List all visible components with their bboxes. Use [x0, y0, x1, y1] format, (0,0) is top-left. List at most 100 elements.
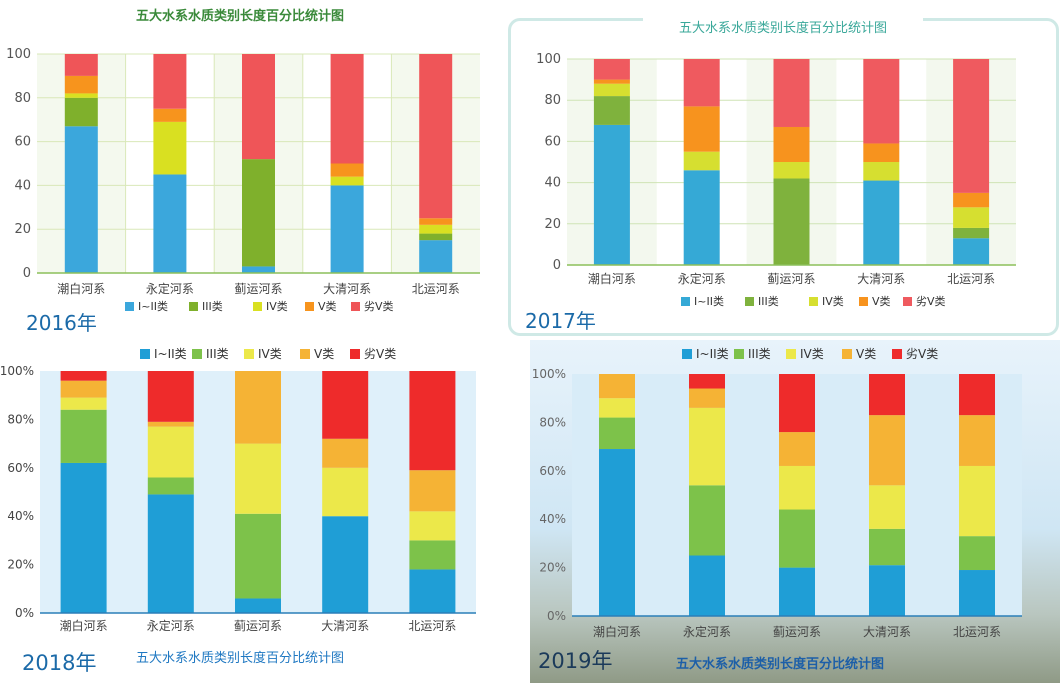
bar-segment — [147, 426, 194, 478]
bar-segment — [147, 421, 194, 427]
x-category-label: 北运河系 — [408, 619, 456, 633]
bar-segment — [419, 240, 453, 273]
bar-segment — [242, 54, 275, 160]
bar-segment — [773, 178, 810, 265]
y-tick-label: 60 — [544, 134, 561, 149]
legend-label: III类 — [202, 299, 223, 313]
bar-segment — [153, 121, 187, 175]
bar-segment — [863, 180, 900, 265]
bar-segment — [322, 371, 369, 439]
chart-2017: 0 20 40 60 80 100 潮白河系 永定河系 蓟运河系 大清河系 北运河系 I~II类 III… — [525, 15, 1016, 333]
x-category-label: 蓟运河系 — [234, 619, 282, 633]
bar-segment — [953, 59, 990, 193]
year-label: 2016年 — [26, 311, 97, 335]
x-category-label: 大清河系 — [857, 272, 905, 286]
y-tick-label: 80% — [539, 415, 566, 429]
bar-segment — [779, 432, 815, 466]
bar-segment — [599, 449, 635, 616]
bar-segment — [242, 266, 275, 273]
bar-segment — [330, 185, 364, 273]
legend-swatch — [351, 302, 360, 311]
legend-label: I~II类 — [138, 299, 168, 313]
bar-segment — [153, 108, 187, 122]
chart-panel-2016: 0 20 40 60 80 100 潮白河系 永定河系 蓟运河系 大清河系 北运河系 I~II类 III… — [0, 0, 494, 340]
legend-swatch — [682, 349, 692, 359]
legend-label: V类 — [856, 347, 876, 361]
x-category-label: 北运河系 — [412, 282, 460, 296]
bar-segment — [235, 371, 281, 444]
legend-swatch — [125, 302, 134, 311]
y-tick-label: 80 — [544, 93, 561, 108]
x-category-label: 永定河系 — [683, 624, 731, 639]
y-tick-label: 40% — [539, 512, 566, 526]
y-tick-label: 100% — [0, 364, 34, 378]
bar-segment — [593, 96, 630, 125]
bar-segment — [683, 59, 720, 107]
bar-segment — [60, 371, 107, 381]
legend-label: I~II类 — [694, 294, 724, 308]
bar-segment — [869, 565, 905, 616]
legend-label: III类 — [758, 294, 779, 308]
bar-segment — [863, 59, 900, 144]
x-category-label: 潮白河系 — [588, 271, 636, 286]
chart-title: 五大水系水质类别长度百分比统计图 — [136, 8, 344, 24]
legend-swatch — [305, 302, 314, 311]
bar-segment — [593, 124, 630, 265]
legend-label: 劣V类 — [364, 347, 396, 361]
x-category-label: 蓟运河系 — [234, 282, 282, 296]
bar-segment — [689, 555, 725, 616]
bar-segment — [779, 509, 815, 568]
bar-segment — [330, 163, 364, 177]
y-tick-label: 100 — [6, 47, 31, 62]
chart-title: 五大水系水质类别长度百分比统计图 — [676, 656, 884, 672]
legend-swatch — [681, 297, 690, 306]
bar-segment — [60, 380, 107, 398]
bar-segment — [689, 485, 725, 556]
bar-segment — [147, 477, 194, 495]
legend-swatch — [786, 349, 796, 359]
legend-label: III类 — [748, 347, 771, 361]
x-category-label: 潮白河系 — [57, 281, 105, 296]
bar-segment — [60, 409, 107, 463]
y-tick-label: 100% — [532, 367, 566, 381]
x-category-label: 北运河系 — [953, 625, 1001, 639]
bar-segment — [419, 218, 453, 225]
chart-panel-2018: 0% 20% 40% 60% 80% 100% 潮白河系 永定河系 蓟运河系 大清河系 北运河系 I~… — [0, 340, 492, 683]
bar-segment — [235, 443, 281, 514]
bar-segment — [419, 54, 453, 219]
y-tick-label: 80% — [7, 412, 34, 426]
bar-segment — [60, 462, 107, 613]
y-tick-label: 20 — [544, 217, 561, 232]
bar-segment — [863, 162, 900, 181]
bar-segment — [409, 371, 456, 471]
legend-label: V类 — [314, 347, 334, 361]
bar-segment — [953, 207, 990, 228]
bar-segment — [409, 569, 456, 613]
legend-label: V类 — [872, 294, 891, 308]
year-label: 2017年 — [525, 309, 596, 333]
bar-segment — [959, 415, 995, 466]
x-category-label: 大清河系 — [863, 625, 911, 639]
bar-segment — [683, 151, 720, 171]
bar-segment — [64, 75, 98, 94]
legend-swatch — [842, 349, 852, 359]
bar-segment — [683, 170, 720, 265]
bar-segment — [599, 398, 635, 418]
bar-segment — [869, 374, 905, 416]
bar-segment — [869, 485, 905, 529]
bar-segment — [153, 54, 187, 109]
bar-segment — [147, 371, 194, 422]
legend-swatch — [244, 349, 254, 359]
legend-label: III类 — [206, 347, 229, 361]
bar-segment — [322, 438, 369, 468]
legend-swatch — [192, 349, 202, 359]
bar-segment — [773, 126, 810, 162]
bar-segment — [689, 374, 725, 389]
chart-title: 五大水系水质类别长度百分比统计图 — [136, 650, 344, 666]
x-category-label: 永定河系 — [147, 618, 195, 633]
chart-2016: 0 20 40 60 80 100 潮白河系 永定河系 蓟运河系 大清河系 北运河系 I~II类 III… — [6, 8, 480, 335]
legend-label: IV类 — [266, 299, 288, 313]
bar-segment — [599, 417, 635, 450]
bar-segment — [409, 470, 456, 512]
bar-segment — [689, 388, 725, 408]
